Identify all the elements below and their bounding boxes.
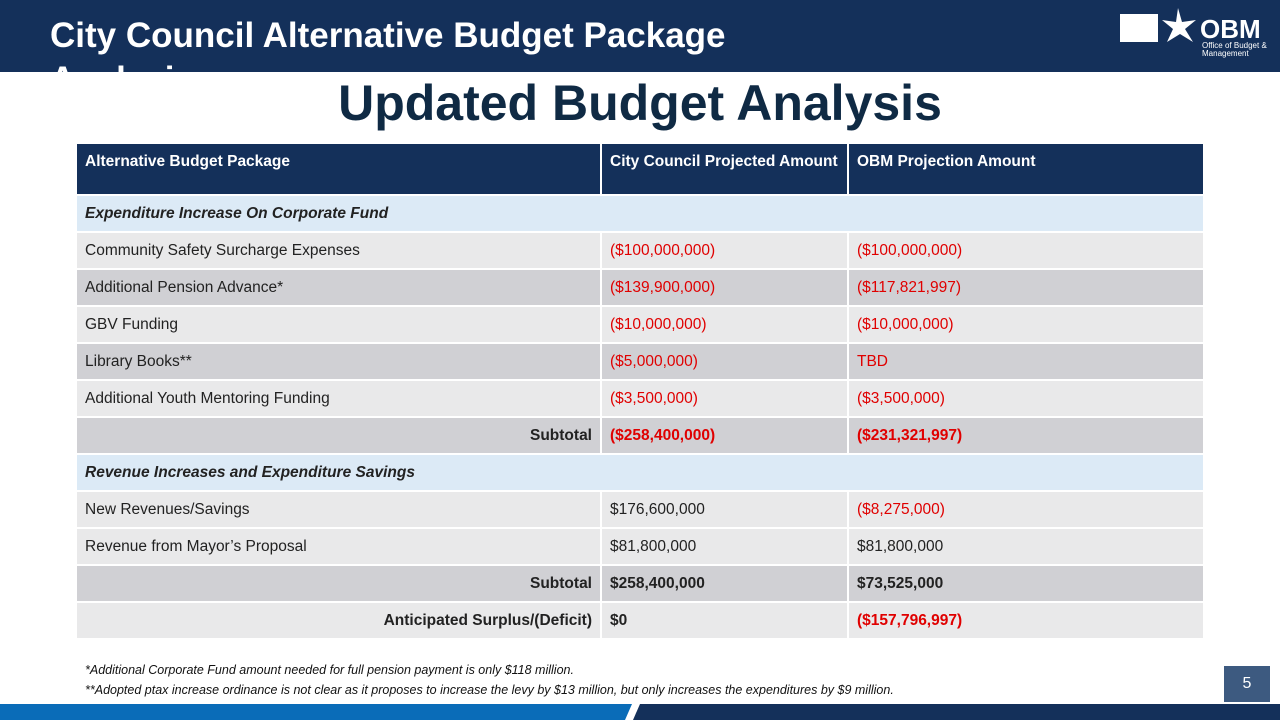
subtotal-label: Subtotal [75, 564, 602, 603]
cell: ($3,500,000) [600, 379, 849, 418]
cell: $176,600,000 [600, 490, 849, 529]
col-header: City Council Projected Amount [600, 142, 849, 196]
cell: $73,525,000 [847, 564, 1205, 603]
cell: ($117,821,997) [847, 268, 1205, 307]
cell: ($10,000,000) [847, 305, 1205, 344]
cell: ($8,275,000) [847, 490, 1205, 529]
cell: ($139,900,000) [600, 268, 849, 307]
cell: ($231,321,997) [847, 416, 1205, 455]
footnote: *Additional Corporate Fund amount needed… [85, 663, 574, 677]
cell: Revenue from Mayor’s Proposal [75, 527, 602, 566]
cell: $0 [600, 601, 849, 640]
cell: TBD [847, 342, 1205, 381]
total-label: Anticipated Surplus/(Deficit) [75, 601, 602, 640]
cell: Library Books** [75, 342, 602, 381]
cell: ($5,000,000) [600, 342, 849, 381]
section-title: Expenditure Increase On Corporate Fund [75, 194, 1205, 233]
cell: ($3,500,000) [847, 379, 1205, 418]
logo: OBM Office of Budget & Management [1120, 8, 1267, 58]
col-header: Alternative Budget Package [75, 142, 602, 196]
budget-table: Alternative Budget Package City Council P… [75, 142, 1205, 640]
cell: $258,400,000 [600, 564, 849, 603]
col-header: OBM Projection Amount [847, 142, 1205, 196]
slide-title: Updated Budget Analysis [338, 75, 942, 131]
cell: GBV Funding [75, 305, 602, 344]
cell: ($10,000,000) [600, 305, 849, 344]
cell: ($258,400,000) [600, 416, 849, 455]
cell: Community Safety Surcharge Expenses [75, 231, 602, 270]
section-title: Revenue Increases and Expenditure Saving… [75, 453, 1205, 492]
cell: Additional Pension Advance* [75, 268, 602, 307]
cell: ($100,000,000) [600, 231, 849, 270]
subtotal-label: Subtotal [75, 416, 602, 455]
cell: $81,800,000 [847, 527, 1205, 566]
header-band: City Council Alternative Budget Package … [0, 0, 1280, 72]
page-number: 5 [1224, 666, 1270, 702]
cell: ($100,000,000) [847, 231, 1205, 270]
footnote: **Adopted ptax increase ordinance is not… [85, 683, 894, 697]
cell: ($157,796,997) [847, 601, 1205, 640]
cell: New Revenues/Savings [75, 490, 602, 529]
header-title: City Council Alternative Budget Package … [50, 16, 726, 72]
logo-subtitle: Office of Budget & Management [1202, 42, 1267, 58]
logo-name: OBM [1200, 14, 1261, 44]
cell: $81,800,000 [600, 527, 849, 566]
footer-band [0, 704, 1280, 720]
cell: Additional Youth Mentoring Funding [75, 379, 602, 418]
